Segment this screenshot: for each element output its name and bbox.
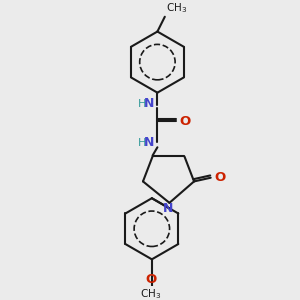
Text: CH$_3$: CH$_3$	[166, 1, 187, 15]
Text: N: N	[163, 202, 174, 215]
Text: O: O	[214, 171, 226, 184]
Text: N: N	[144, 97, 154, 110]
Text: CH$_3$: CH$_3$	[140, 288, 161, 300]
Text: N: N	[144, 136, 154, 149]
Text: H: H	[137, 138, 146, 148]
Text: H: H	[137, 99, 146, 109]
Text: O: O	[180, 115, 191, 128]
Text: O: O	[145, 273, 157, 286]
